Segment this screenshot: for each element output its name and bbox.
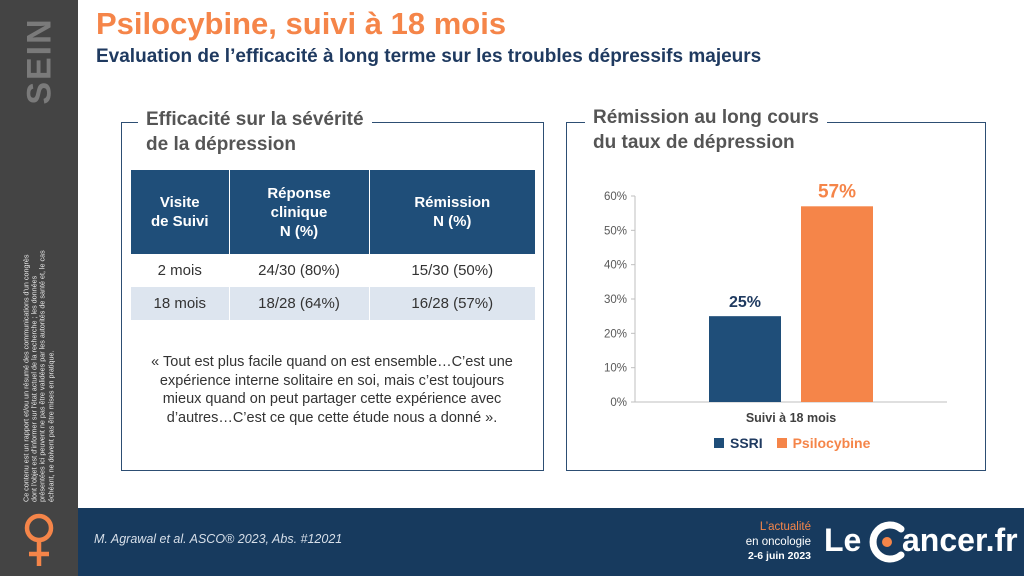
remission-title-line2: du taux de dépression: [593, 132, 795, 153]
sidebar: SEIN Ce contenu est un rapport et/ou un …: [0, 0, 78, 576]
x-category-label: Suivi à 18 mois: [746, 411, 836, 425]
table-header-row: Visite de Suivi Réponse clinique N (%) R…: [131, 170, 535, 254]
y-tick-label: 10%: [604, 363, 627, 375]
legend-item-ssri: SSRI: [714, 435, 763, 451]
efficacy-panel-title: Efficacité sur la sévérité de la dépress…: [138, 107, 372, 157]
table-cell: 16/28 (57%): [368, 287, 535, 320]
table-row: 18 mois 18/28 (64%) 16/28 (57%): [131, 287, 535, 320]
disclaimer-text: Ce contenu est un rapport et/ou un résum…: [21, 250, 56, 502]
lecancer-logo[interactable]: Le ancer.fr: [824, 516, 1022, 570]
table-cell: 2 mois: [131, 254, 229, 287]
header-text: Réponse: [267, 184, 331, 202]
legend-swatch-psilocybine: [776, 438, 787, 448]
section-tag: SEIN: [18, 17, 62, 105]
header-text: Rémission: [414, 194, 491, 211]
header-text: N (%): [279, 222, 319, 240]
page-subtitle: Evaluation de l’efficacité à long terme …: [96, 46, 762, 67]
logo-domain-text: ancer.fr: [902, 522, 1018, 558]
legend-item-psilocybine: Psilocybine: [776, 435, 871, 451]
header-text: de Suivi: [150, 213, 209, 230]
logo-c-icon: [869, 521, 905, 563]
logo-le-text: Le: [824, 522, 862, 558]
data-label: 57%: [818, 181, 856, 202]
y-tick-label: 50%: [604, 225, 627, 237]
patient-quote: « Tout est plus facile quand on est ense…: [151, 354, 513, 426]
remission-panel: Rémission au long cours du taux de dépre…: [566, 105, 986, 471]
table-cell: 15/30 (50%): [368, 254, 535, 287]
table-cell: 18 mois: [131, 287, 229, 320]
citation: M. Agrawal et al. ASCO® 2023, Abs. #1202…: [94, 532, 343, 546]
legend-label: SSRI: [730, 435, 763, 451]
chart-legend: SSRI Psilocybine: [714, 435, 880, 451]
tagline-line1: L’actualité: [759, 521, 811, 533]
efficacy-panel: Efficacité sur la sévérité de la dépress…: [121, 107, 544, 471]
table-cell: 18/28 (64%): [228, 287, 369, 320]
y-tick-label: 0%: [610, 397, 627, 409]
col-header-visit: Visite de Suivi: [131, 170, 229, 254]
table-cell: 24/30 (80%): [228, 254, 369, 287]
section-tag-label: SEIN: [20, 17, 59, 105]
y-tick-label: 20%: [604, 328, 627, 340]
data-label: 25%: [729, 294, 761, 311]
footer-tagline: L’actualité en oncologie 2-6 juin 2023: [723, 520, 811, 564]
y-tick-label: 60%: [604, 191, 627, 203]
congress-date: 2-6 juin 2023: [747, 550, 811, 562]
tagline-line2: en oncologie: [745, 535, 811, 548]
page-title: Psilocybine, suivi à 18 mois: [96, 6, 507, 41]
bar-psilocybine: [801, 206, 873, 402]
remission-bar-chart: 0% 10% 20% 30% 40% 50% 60% 25% 57% Suivi à 18 moi…: [604, 181, 947, 425]
efficacy-table: Visite de Suivi Réponse clinique N (%) R…: [131, 170, 535, 320]
bar-ssri: [709, 316, 781, 402]
remission-panel-title: Rémission au long cours du taux de dépre…: [585, 105, 827, 155]
col-header-remission: Rémission N (%): [368, 170, 535, 254]
header-text: Visite: [159, 194, 200, 211]
venus-icon: [24, 513, 54, 566]
header-text: clinique: [270, 203, 328, 221]
disclaimer: Ce contenu est un rapport et/ou un résum…: [2, 240, 76, 502]
y-tick-label: 30%: [604, 294, 627, 306]
legend-label: Psilocybine: [792, 435, 871, 451]
header-text: N (%): [433, 213, 472, 230]
efficacy-title-line1: Efficacité sur la sévérité: [146, 109, 364, 130]
remission-title-line1: Rémission au long cours: [593, 107, 819, 128]
table-row: 2 mois 24/30 (80%) 15/30 (50%): [131, 254, 535, 287]
col-header-response: Réponse clinique N (%): [228, 170, 369, 254]
y-tick-label: 40%: [604, 260, 627, 272]
footer: M. Agrawal et al. ASCO® 2023, Abs. #1202…: [78, 508, 1024, 576]
legend-swatch-ssri: [714, 438, 724, 448]
efficacy-title-line2: de la dépression: [146, 134, 296, 155]
